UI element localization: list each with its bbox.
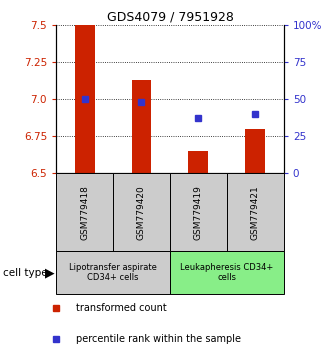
Bar xyxy=(246,129,265,173)
Title: GDS4079 / 7951928: GDS4079 / 7951928 xyxy=(107,11,233,24)
Text: GSM779421: GSM779421 xyxy=(251,185,260,240)
Text: Leukapheresis CD34+
cells: Leukapheresis CD34+ cells xyxy=(180,263,274,282)
Bar xyxy=(132,80,151,173)
Text: percentile rank within the sample: percentile rank within the sample xyxy=(76,334,241,344)
Text: GSM779419: GSM779419 xyxy=(194,185,203,240)
Bar xyxy=(56,173,113,251)
Bar xyxy=(75,25,94,173)
Text: Lipotransfer aspirate
CD34+ cells: Lipotransfer aspirate CD34+ cells xyxy=(69,263,157,282)
Bar xyxy=(170,251,284,294)
Bar xyxy=(56,251,170,294)
Bar xyxy=(227,173,284,251)
Text: ▶: ▶ xyxy=(45,266,54,279)
Bar xyxy=(188,151,208,173)
Text: transformed count: transformed count xyxy=(76,303,167,313)
Bar xyxy=(113,173,170,251)
Text: GSM779418: GSM779418 xyxy=(80,185,89,240)
Text: cell type: cell type xyxy=(3,268,48,278)
Bar xyxy=(170,173,227,251)
Text: GSM779420: GSM779420 xyxy=(137,185,146,240)
